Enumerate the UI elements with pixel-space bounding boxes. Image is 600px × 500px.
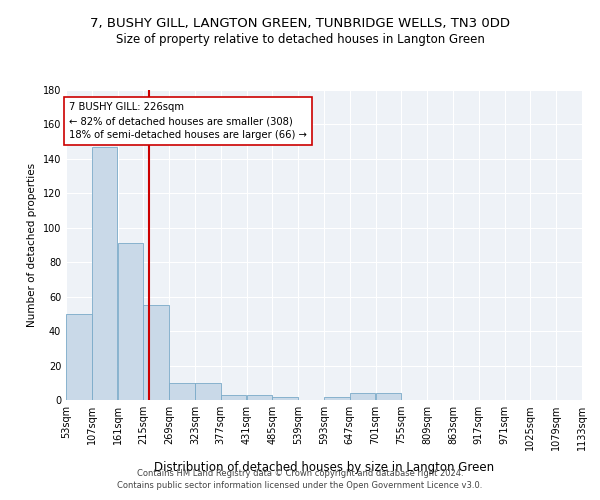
Text: Contains HM Land Registry data © Crown copyright and database right 2024.: Contains HM Land Registry data © Crown c… (137, 468, 463, 477)
Bar (195, 383, 221, 400)
Text: Size of property relative to detached houses in Langton Green: Size of property relative to detached ho… (116, 32, 484, 46)
Bar (272, 396, 298, 400)
Bar (350, 393, 376, 400)
Bar (143, 306, 169, 400)
Text: 7 BUSHY GILL: 226sqm
← 82% of detached houses are smaller (308)
18% of semi-deta: 7 BUSHY GILL: 226sqm ← 82% of detached h… (70, 102, 307, 140)
Bar (66, 314, 92, 400)
Bar (376, 393, 401, 400)
Bar (118, 244, 143, 400)
Bar (324, 396, 350, 400)
Bar (247, 395, 272, 400)
Text: Contains public sector information licensed under the Open Government Licence v3: Contains public sector information licen… (118, 481, 482, 490)
Bar (169, 383, 195, 400)
Bar (92, 147, 118, 400)
Bar (221, 395, 247, 400)
Y-axis label: Number of detached properties: Number of detached properties (27, 163, 37, 327)
X-axis label: Distribution of detached houses by size in Langton Green: Distribution of detached houses by size … (154, 462, 494, 474)
Text: 7, BUSHY GILL, LANGTON GREEN, TUNBRIDGE WELLS, TN3 0DD: 7, BUSHY GILL, LANGTON GREEN, TUNBRIDGE … (90, 18, 510, 30)
